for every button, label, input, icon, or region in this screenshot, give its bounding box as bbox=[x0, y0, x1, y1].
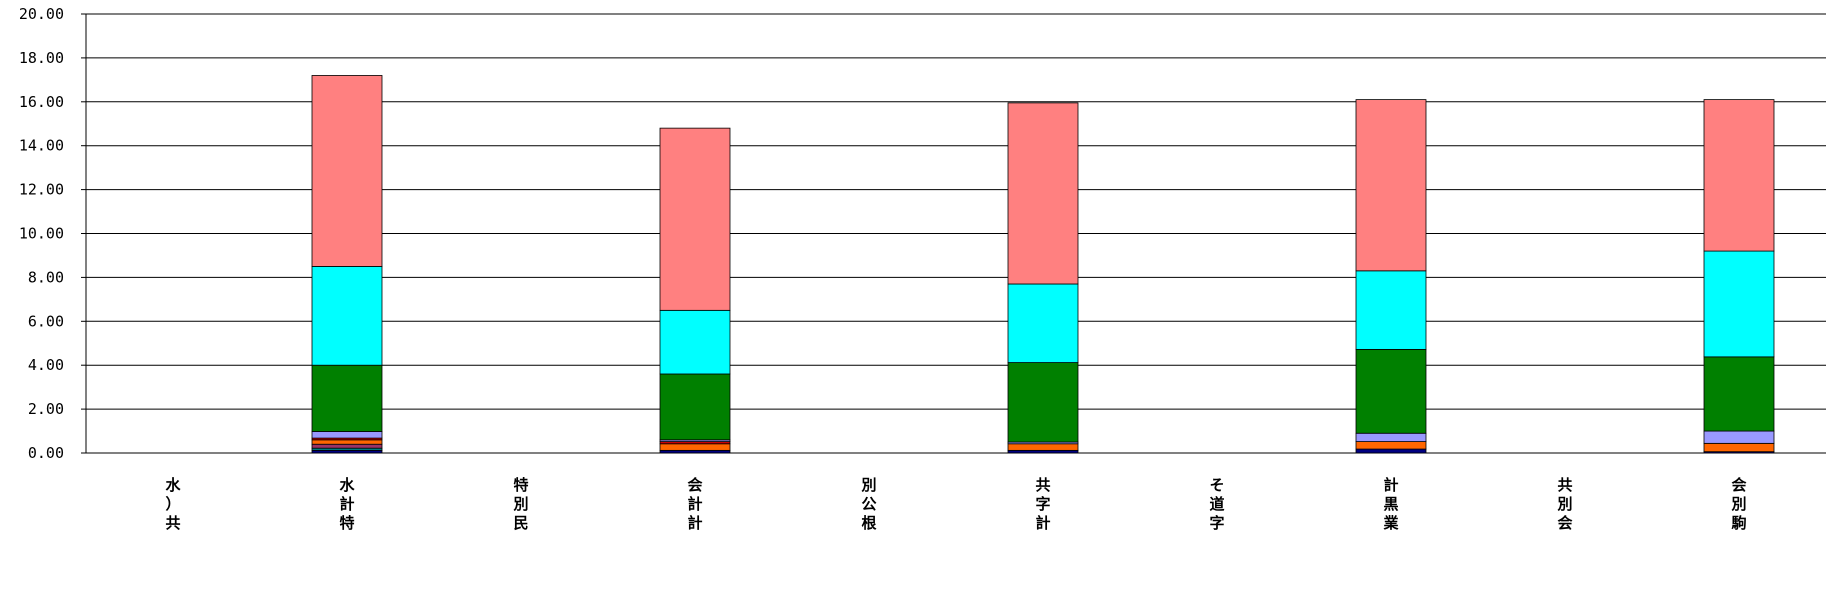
category-label-char: 根 bbox=[861, 514, 876, 532]
category-label: 特別民 bbox=[512, 476, 528, 532]
bar-segment bbox=[311, 266, 383, 366]
bar-segment bbox=[1007, 102, 1079, 285]
bar-segment bbox=[659, 309, 731, 375]
bar-segment bbox=[659, 127, 731, 311]
category-label: 共別会 bbox=[1556, 476, 1572, 532]
y-tick-label: 18.00 bbox=[19, 49, 64, 67]
bar-segment bbox=[1355, 448, 1427, 454]
category-label: 会計計 bbox=[687, 476, 702, 532]
category-label-char: 道 bbox=[1209, 495, 1224, 513]
y-tick-label: 14.00 bbox=[19, 137, 64, 155]
category-label-char: 特 bbox=[513, 476, 528, 494]
bar-segment bbox=[1703, 356, 1775, 432]
bar-segment bbox=[311, 439, 383, 445]
category-label-char: 計 bbox=[687, 495, 702, 513]
bar-segment bbox=[311, 443, 383, 449]
category-label-char: 民 bbox=[513, 514, 528, 532]
bar-segment bbox=[311, 364, 383, 432]
category-label-char: 特 bbox=[339, 514, 354, 532]
y-tick-label: 10.00 bbox=[19, 225, 64, 243]
category-label: 共字計 bbox=[1035, 476, 1050, 532]
bar-segment bbox=[1355, 432, 1427, 442]
bar-segment bbox=[659, 373, 731, 441]
category-label: 会別駒 bbox=[1730, 476, 1746, 532]
category-label-char: 字 bbox=[1209, 514, 1224, 532]
category-label-char: 駒 bbox=[1731, 514, 1746, 532]
y-tick-label: 6.00 bbox=[28, 312, 64, 330]
y-tick-label: 0.00 bbox=[28, 444, 64, 462]
category-label-char: 業 bbox=[1382, 514, 1399, 532]
category-label-char: そ bbox=[1209, 476, 1224, 494]
category-label-char: 会 bbox=[687, 476, 702, 494]
bar-segment bbox=[1355, 270, 1427, 350]
category-label-char: 共 bbox=[1035, 476, 1050, 494]
category-label-char: 別 bbox=[512, 495, 528, 513]
bar-segment bbox=[1007, 283, 1079, 363]
category-label-char: 字 bbox=[1035, 495, 1050, 513]
category-label-char: 共 bbox=[1557, 476, 1572, 494]
bar-segment bbox=[1703, 250, 1775, 358]
category-label: 別公根 bbox=[860, 476, 876, 532]
category-label-char: 会 bbox=[1731, 476, 1746, 494]
y-tick-label: 20.00 bbox=[19, 5, 64, 23]
y-tick-label: 8.00 bbox=[28, 268, 64, 286]
bar-segment bbox=[1703, 99, 1775, 252]
bar-segment bbox=[311, 431, 383, 439]
category-label-char: 会 bbox=[1557, 514, 1572, 532]
category-label: 水）共 bbox=[165, 476, 181, 532]
category-label-char: 別 bbox=[1556, 495, 1572, 513]
category-label-char: 計 bbox=[339, 495, 354, 513]
category-label-char: 計 bbox=[1035, 514, 1050, 532]
category-label-char: 水 bbox=[165, 476, 181, 494]
category-label-char: 黒 bbox=[1383, 495, 1398, 513]
category-label-char: ） bbox=[165, 495, 180, 513]
category-label-char: 別 bbox=[860, 476, 876, 494]
y-axis-ticks: 0.00 2.00 4.00 6.00 8.00 10.00 12.00 14.00 16.00… bbox=[19, 5, 86, 462]
category-label-char: 計 bbox=[687, 514, 702, 532]
bar-segment bbox=[1007, 362, 1079, 443]
bar-segment bbox=[311, 75, 383, 267]
bar-segment bbox=[1355, 348, 1427, 434]
bar-segment bbox=[659, 443, 731, 451]
bar-segment bbox=[1703, 442, 1775, 453]
y-tick-label: 2.00 bbox=[28, 400, 64, 418]
category-label-char: 共 bbox=[165, 514, 180, 532]
category-label: そ道字 bbox=[1209, 476, 1224, 532]
category-label: 水計特 bbox=[339, 476, 355, 532]
category-label-char: 公 bbox=[861, 495, 876, 513]
bars bbox=[311, 75, 1775, 454]
y-tick-label: 16.00 bbox=[19, 93, 64, 111]
category-label-char: 計 bbox=[1383, 476, 1398, 494]
category-label-char: 別 bbox=[1730, 495, 1746, 513]
bar-segment bbox=[1007, 443, 1079, 451]
bar-segment bbox=[1355, 99, 1427, 272]
bar-segment bbox=[1355, 441, 1427, 450]
category-label-char: 水 bbox=[339, 476, 355, 494]
y-tick-label: 12.00 bbox=[19, 181, 64, 199]
y-tick-label: 4.00 bbox=[28, 356, 64, 374]
bar-segment bbox=[1703, 430, 1775, 444]
category-label: 計黒業 bbox=[1382, 476, 1399, 532]
